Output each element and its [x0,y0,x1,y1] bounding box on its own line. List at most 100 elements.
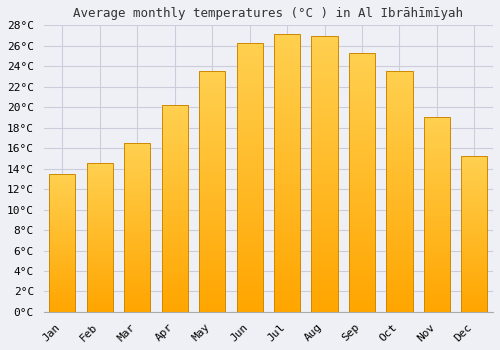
Bar [424,203,450,205]
Bar [312,122,338,125]
Bar [162,172,188,175]
Bar [461,263,487,265]
Bar [124,225,150,228]
Bar [124,145,150,147]
Bar [236,285,262,288]
Bar [124,272,150,274]
Bar [199,102,226,104]
Bar [50,220,76,222]
Bar [461,224,487,226]
Bar [50,179,76,181]
Bar [386,288,412,291]
Bar [124,270,150,272]
Bar [386,147,412,149]
Bar [162,263,188,265]
Bar [274,305,300,308]
Bar [312,105,338,108]
Bar [274,267,300,270]
Bar [424,263,450,266]
Bar [86,216,113,217]
Bar [312,198,338,201]
Bar [162,252,188,255]
Bar [349,160,375,163]
Bar [312,184,338,188]
Bar [50,177,76,179]
Bar [461,166,487,168]
Bar [199,134,226,138]
Bar [312,250,338,253]
Bar [236,221,262,224]
Bar [199,77,226,80]
Bar [124,185,150,187]
Bar [162,214,188,216]
Bar [86,288,113,290]
Bar [236,154,262,157]
Bar [236,248,262,251]
Bar [162,268,188,271]
Bar [199,228,226,231]
Bar [349,156,375,160]
Bar [124,143,150,145]
Bar [86,232,113,234]
Bar [424,190,450,193]
Bar [50,253,76,255]
Bar [386,89,412,92]
Bar [349,241,375,244]
Bar [386,153,412,155]
Bar [386,240,412,243]
Bar [199,210,226,213]
Bar [424,239,450,241]
Bar [162,239,188,242]
Bar [50,231,76,232]
Bar [236,234,262,238]
Bar [236,261,262,265]
Bar [162,193,188,196]
Bar [349,173,375,176]
Bar [424,178,450,181]
Bar [236,194,262,197]
Bar [236,228,262,231]
Bar [274,62,300,66]
Bar [461,298,487,300]
Bar [461,213,487,215]
Bar [86,292,113,293]
Bar [124,246,150,248]
Bar [461,287,487,289]
Bar [124,221,150,223]
Bar [386,159,412,162]
Bar [86,306,113,308]
Bar [424,222,450,224]
Bar [199,119,226,122]
Bar [236,60,262,63]
Bar [199,288,226,291]
Bar [124,234,150,236]
Bar [349,221,375,224]
Bar [236,292,262,295]
Bar [274,180,300,184]
Bar [349,89,375,92]
Bar [199,71,226,74]
Bar [236,76,262,80]
Bar [349,205,375,208]
Bar [386,192,412,195]
Bar [424,205,450,208]
Bar [424,161,450,163]
Bar [386,180,412,183]
Bar [86,193,113,195]
Bar [236,140,262,143]
Bar [162,149,188,152]
Bar [349,289,375,293]
Bar [124,177,150,179]
Bar [199,300,226,303]
Bar [312,49,338,53]
Bar [236,302,262,305]
Bar [312,239,338,243]
Bar [236,278,262,282]
Bar [349,153,375,156]
Bar [124,230,150,232]
Bar [461,205,487,207]
Bar [424,117,450,312]
Bar [274,156,300,159]
Bar [312,295,338,298]
Bar [312,153,338,156]
